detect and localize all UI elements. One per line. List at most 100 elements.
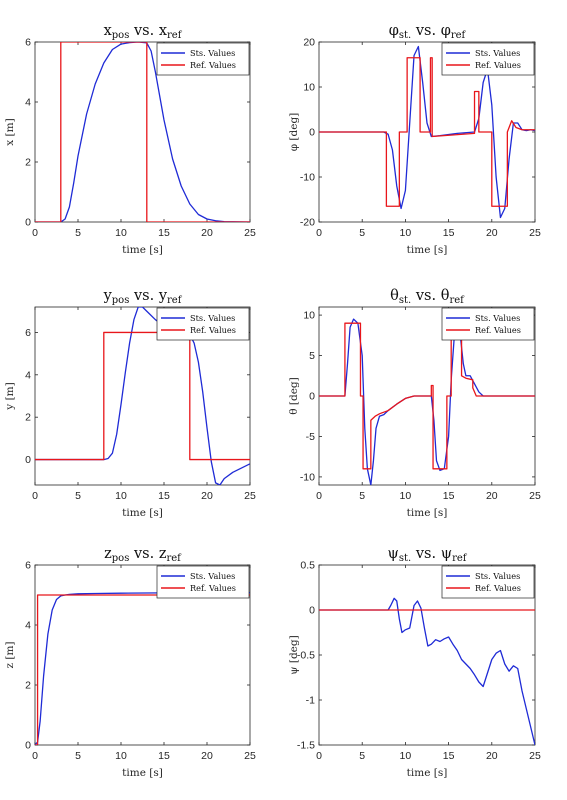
y-axis-label: ψ [deg] <box>288 635 300 674</box>
legend: Sts. Values Ref. Values <box>156 565 250 599</box>
x-tick-label: 5 <box>75 750 81 762</box>
y-axis-label: x [m] <box>4 118 16 145</box>
x-tick-label: 20 <box>201 750 213 762</box>
legend-label: Ref. Values <box>190 583 236 593</box>
x-tick-label: 0 <box>32 490 38 502</box>
y-tick-label: 4 <box>25 97 31 109</box>
legend-label: Sts. Values <box>475 571 520 581</box>
chart-title: xpos vs. xref <box>104 23 183 41</box>
x-tick-label: 25 <box>529 490 541 502</box>
y-tick-label: 0 <box>25 217 31 229</box>
chart-6: 0 5 10 15 20 25 -1.5 -1 -0.5 0 0.5 ψst. vs. ψref tim… <box>288 546 541 779</box>
y-tick-label: -0.5 <box>297 650 315 662</box>
x-tick-label: 5 <box>359 227 365 239</box>
x-tick-label: 15 <box>443 490 455 502</box>
chart-title: ypos vs. yref <box>103 288 183 306</box>
y-tick-label: 6 <box>25 37 31 49</box>
chart-2: 0 5 10 15 20 25 -20 -10 0 10 20 φst. vs. φref time [… <box>288 23 541 256</box>
y-tick-label: 2 <box>25 412 31 424</box>
x-tick-label: 15 <box>158 750 170 762</box>
x-tick-label: 25 <box>529 750 541 762</box>
x-tick-label: 10 <box>115 227 127 239</box>
x-axis-label: time [s] <box>122 507 163 519</box>
series-line-states <box>35 42 250 222</box>
y-tick-label: 10 <box>303 82 315 94</box>
chart-title: θst. vs. θref <box>390 288 465 306</box>
x-axis-label: time [s] <box>407 507 448 519</box>
x-axis-label: time [s] <box>122 767 163 779</box>
y-tick-label: 0 <box>25 454 31 466</box>
x-tick-label: 0 <box>32 227 38 239</box>
y-tick-label: 20 <box>303 37 315 49</box>
chart-5: 0 5 10 15 20 25 0 2 4 6 zpos vs. zref time [s] z [m]… <box>4 546 256 779</box>
y-axis-label: θ [deg] <box>288 377 300 415</box>
y-tick-label: -5 <box>306 431 315 443</box>
y-tick-label: -1 <box>306 695 315 707</box>
x-tick-label: 0 <box>316 490 322 502</box>
y-tick-label: -20 <box>300 217 315 229</box>
legend-label: Sts. Values <box>190 48 235 58</box>
chart-title: zpos vs. zref <box>104 546 182 564</box>
y-tick-label: -10 <box>300 471 315 483</box>
chart-1: 0 5 10 15 20 25 0 2 4 6 xpos vs. xref time [s] x [m]… <box>4 23 256 256</box>
legend-label: Ref. Values <box>190 60 236 70</box>
x-tick-label: 10 <box>115 490 127 502</box>
legend-label: Sts. Values <box>475 48 520 58</box>
legend: Sts. Values Ref. Values <box>441 307 535 341</box>
legend: Sts. Values Ref. Values <box>156 42 250 76</box>
x-tick-label: 0 <box>316 750 322 762</box>
chart-4: 0 5 10 15 20 25 -10 -5 0 5 10 θst. vs. θref time [s]… <box>288 288 541 519</box>
y-tick-label: 5 <box>309 350 315 362</box>
y-tick-label: 2 <box>25 157 31 169</box>
y-axis-label: φ [deg] <box>288 113 300 152</box>
legend-label: Ref. Values <box>190 325 236 335</box>
legend: Sts. Values Ref. Values <box>441 42 535 76</box>
x-tick-label: 20 <box>486 490 498 502</box>
y-tick-label: 0 <box>25 740 31 752</box>
x-tick-label: 5 <box>359 490 365 502</box>
legend-label: Sts. Values <box>475 313 520 323</box>
x-tick-label: 20 <box>486 227 498 239</box>
x-tick-label: 15 <box>443 750 455 762</box>
y-tick-label: 6 <box>25 327 31 339</box>
x-tick-label: 0 <box>316 227 322 239</box>
x-tick-label: 25 <box>529 227 541 239</box>
x-tick-label: 15 <box>158 227 170 239</box>
x-tick-label: 10 <box>115 750 127 762</box>
x-tick-label: 15 <box>158 490 170 502</box>
x-tick-label: 10 <box>400 490 412 502</box>
y-tick-label: 2 <box>25 680 31 692</box>
legend: Sts. Values Ref. Values <box>441 565 535 599</box>
series-line-reference <box>35 331 250 461</box>
chart-3: 0 5 10 15 20 25 0 2 4 6 ypos vs. yref time [s] y [m]… <box>4 288 256 519</box>
x-axis-label: time [s] <box>407 767 448 779</box>
chart-title: ψst. vs. ψref <box>388 546 468 564</box>
series-line-states <box>319 45 535 219</box>
legend-box <box>441 42 535 76</box>
legend-box <box>156 42 250 76</box>
y-axis-label: y [m] <box>4 382 16 410</box>
x-tick-label: 25 <box>244 227 256 239</box>
x-tick-label: 10 <box>400 750 412 762</box>
x-tick-label: 0 <box>32 750 38 762</box>
x-tick-label: 10 <box>400 227 412 239</box>
series-line-states <box>319 597 535 745</box>
x-axis-label: time [s] <box>407 244 448 256</box>
x-tick-label: 25 <box>244 750 256 762</box>
y-tick-label: 6 <box>25 560 31 572</box>
legend-label: Ref. Values <box>475 583 521 593</box>
legend-box <box>441 565 535 599</box>
legend-label: Ref. Values <box>475 60 521 70</box>
y-axis-label: z [m] <box>4 641 16 668</box>
y-tick-label: -1.5 <box>297 740 315 752</box>
x-tick-label: 5 <box>359 750 365 762</box>
y-tick-label: 0 <box>309 127 315 139</box>
x-tick-label: 5 <box>75 490 81 502</box>
legend-label: Sts. Values <box>190 313 235 323</box>
y-tick-label: -10 <box>300 172 315 184</box>
y-tick-label: 0 <box>309 605 315 617</box>
x-tick-label: 5 <box>75 227 81 239</box>
y-tick-label: 10 <box>303 310 315 322</box>
x-tick-label: 20 <box>201 490 213 502</box>
